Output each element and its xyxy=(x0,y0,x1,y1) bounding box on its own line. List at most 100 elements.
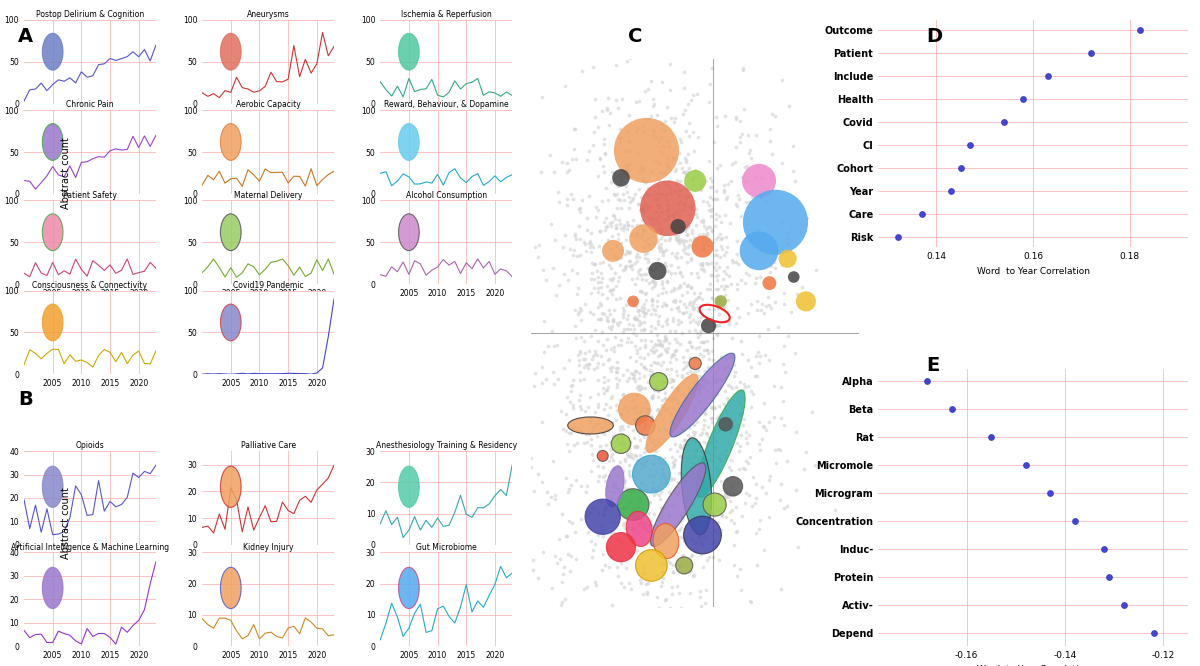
Point xyxy=(683,368,702,379)
Point xyxy=(780,101,799,112)
Point xyxy=(707,320,726,330)
Point xyxy=(569,283,588,294)
Point xyxy=(652,360,671,371)
Point xyxy=(613,265,632,276)
Point xyxy=(662,452,682,462)
Point xyxy=(684,571,703,581)
Point xyxy=(692,242,712,253)
Point xyxy=(667,337,686,348)
Point xyxy=(671,561,690,571)
Point xyxy=(665,267,684,278)
Point xyxy=(635,362,654,372)
Point xyxy=(622,448,641,459)
Point xyxy=(619,466,638,477)
Point xyxy=(695,437,714,448)
Point xyxy=(672,370,691,380)
Point xyxy=(703,194,722,204)
Point xyxy=(701,206,720,216)
Point xyxy=(715,361,734,372)
Point xyxy=(554,562,574,573)
Point xyxy=(638,183,658,194)
Point xyxy=(658,276,677,286)
Point xyxy=(727,382,746,392)
Point xyxy=(592,496,611,507)
Point xyxy=(658,555,677,566)
Point xyxy=(593,106,612,117)
Point xyxy=(600,260,619,270)
Point xyxy=(637,589,656,599)
Point xyxy=(653,246,672,256)
Point xyxy=(709,262,728,273)
Point xyxy=(635,125,654,136)
Point xyxy=(613,390,632,401)
Point xyxy=(680,201,700,212)
Point xyxy=(690,452,709,463)
Point xyxy=(630,96,649,107)
Point xyxy=(698,239,718,250)
Point xyxy=(658,204,677,214)
Point xyxy=(665,113,684,124)
Point xyxy=(642,326,661,336)
Point xyxy=(642,470,661,481)
Point xyxy=(594,256,613,267)
Point xyxy=(757,218,776,229)
Point xyxy=(607,562,626,573)
Point xyxy=(601,492,620,503)
Point xyxy=(614,443,634,454)
Point xyxy=(677,170,696,180)
Point xyxy=(654,177,673,188)
Point xyxy=(719,295,738,306)
Point xyxy=(617,300,636,310)
Point xyxy=(658,277,677,288)
Point xyxy=(623,296,642,307)
Point xyxy=(660,356,679,367)
Point xyxy=(666,229,685,240)
Point xyxy=(690,370,709,381)
Point xyxy=(690,380,709,390)
Point xyxy=(784,140,803,151)
Point xyxy=(604,211,623,222)
Point xyxy=(680,252,700,263)
Point xyxy=(596,424,616,435)
Point xyxy=(672,397,691,408)
Point xyxy=(635,418,654,429)
Point xyxy=(698,437,718,448)
Point xyxy=(689,292,708,302)
Point xyxy=(581,535,600,546)
Point xyxy=(737,268,756,279)
Point xyxy=(607,498,626,509)
Point xyxy=(569,204,588,214)
Point xyxy=(692,234,712,244)
Point xyxy=(680,337,700,348)
Point xyxy=(631,219,650,230)
Point xyxy=(676,406,695,416)
Point xyxy=(738,130,757,141)
Point xyxy=(654,336,673,346)
Point xyxy=(617,364,636,375)
Point xyxy=(644,322,664,333)
Point xyxy=(737,427,756,438)
Point xyxy=(575,239,594,250)
Point xyxy=(749,524,768,535)
Point xyxy=(635,198,654,208)
Point xyxy=(700,474,719,484)
Point xyxy=(617,563,636,573)
Point xyxy=(628,383,647,394)
Point xyxy=(601,366,620,376)
Point xyxy=(772,479,791,490)
Point xyxy=(656,316,676,326)
Point xyxy=(721,464,740,475)
Point xyxy=(637,523,656,534)
Point xyxy=(607,318,626,329)
Point xyxy=(598,315,617,326)
Point xyxy=(589,241,608,252)
Point xyxy=(613,435,632,446)
Point xyxy=(649,254,668,264)
Point xyxy=(628,455,647,466)
Point xyxy=(503,125,522,136)
Point xyxy=(673,452,692,463)
Point xyxy=(647,214,666,225)
Point xyxy=(634,204,653,215)
Point xyxy=(725,560,744,571)
Point xyxy=(632,383,652,394)
